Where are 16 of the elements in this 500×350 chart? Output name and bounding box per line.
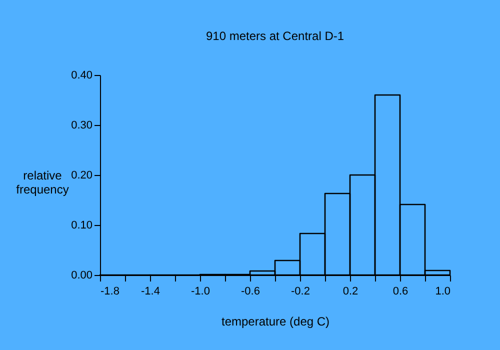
- x-tick-label: -0.2: [291, 286, 310, 298]
- y-tick-label: 0.30: [71, 120, 92, 132]
- x-tick-label: 1.0: [435, 286, 450, 298]
- chart-title: 910 meters at Central D-1: [206, 29, 344, 43]
- x-tick-label: -1.0: [191, 286, 210, 298]
- y-tick-label: 0.40: [71, 70, 92, 82]
- x-axis-title: temperature (deg C): [221, 314, 330, 328]
- y-tick-label: 0.20: [71, 170, 92, 182]
- x-tick-label: -0.6: [241, 286, 260, 298]
- x-tick-label: 0.6: [392, 286, 408, 298]
- x-tick-label: -1.4: [141, 286, 160, 298]
- y-tick-label: 0.00: [71, 270, 92, 282]
- y-axis-title: relative frequency: [16, 168, 69, 196]
- x-tick-label: -1.8: [100, 286, 120, 298]
- x-tick-label: 0.2: [342, 286, 358, 298]
- y-tick-label: 0.10: [71, 220, 92, 232]
